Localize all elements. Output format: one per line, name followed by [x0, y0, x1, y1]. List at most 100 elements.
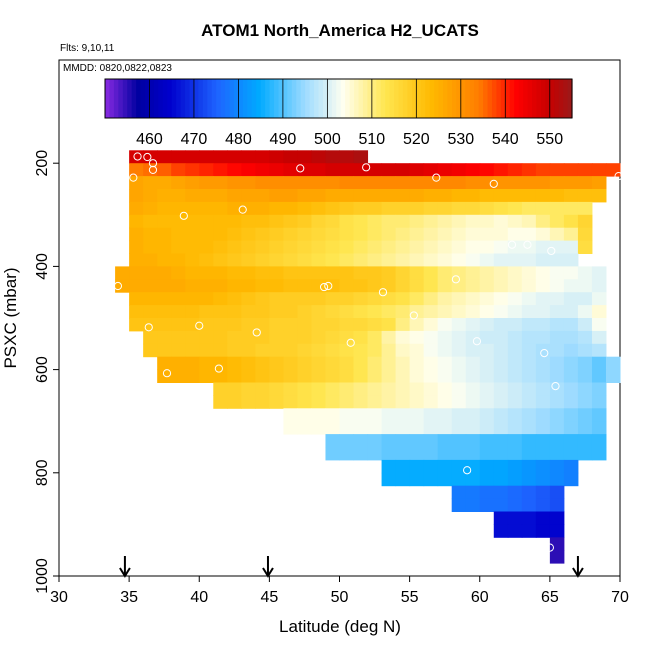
heatmap-cell [409, 253, 425, 267]
heatmap-cell [549, 266, 565, 280]
heatmap-cell [577, 343, 593, 358]
heatmap-cell [143, 201, 158, 216]
heatmap-cell [269, 189, 284, 203]
sample-points [113, 152, 623, 552]
heatmap-cell [143, 150, 158, 164]
heatmap-cell [395, 447, 411, 461]
heatmap-cell [451, 421, 467, 435]
heatmap-cell [493, 240, 509, 254]
heatmap-cell [199, 201, 214, 216]
heatmap-cell [507, 434, 523, 448]
heatmap-cell [269, 369, 284, 383]
heatmap-cell [451, 330, 467, 345]
heatmap-cell [255, 189, 270, 203]
heatmap-cell [465, 176, 481, 190]
heatmap-cell [353, 305, 369, 319]
colorbar-segment [523, 79, 529, 118]
heatmap-cell [297, 240, 312, 254]
heatmap-cell [437, 253, 453, 267]
heatmap-cell [409, 279, 425, 293]
heatmap-cell [339, 214, 355, 229]
heatmap-cell [465, 343, 481, 358]
heatmap-cell [381, 266, 397, 280]
heatmap-cell [507, 305, 523, 319]
heatmap-cell [591, 318, 607, 332]
heatmap-cell [241, 292, 256, 306]
heatmap-cell [395, 459, 411, 474]
heatmap-cell [535, 434, 551, 448]
heatmap-cell [395, 189, 411, 203]
sample-point [162, 369, 172, 378]
colorbar-segment [278, 79, 284, 118]
heatmap-cell [185, 214, 200, 229]
heatmap-cell [381, 214, 397, 229]
heatmap-cell [213, 292, 228, 306]
heatmap-cell [367, 395, 383, 409]
heatmap-cell [563, 459, 579, 474]
heatmap-cell [171, 330, 186, 345]
heatmap-cell [577, 382, 593, 396]
heatmap-cell [381, 434, 397, 448]
heatmap-cell [311, 189, 326, 203]
heatmap-cell [479, 330, 495, 345]
heatmap-cell [157, 163, 172, 177]
heatmap-cell [465, 459, 481, 474]
heatmap-cell [297, 330, 312, 345]
heatmap-cell [353, 189, 369, 203]
heatmap-cell [157, 305, 172, 319]
x-tick-label: 50 [331, 589, 349, 606]
heatmap-cell [367, 201, 383, 216]
heatmap-cell [577, 447, 593, 461]
heatmap-cell [549, 356, 565, 371]
heatmap-cell [325, 356, 340, 371]
colorbar-segment [265, 79, 271, 118]
heatmap-cell [241, 227, 256, 242]
colorbar-segment [145, 79, 151, 118]
heatmap-cell [381, 369, 397, 383]
heatmap-cell [549, 330, 565, 345]
colorbar-segment [514, 79, 520, 118]
heatmap-cell [493, 253, 509, 267]
colorbar-segment [345, 79, 351, 118]
heatmap-cell [395, 176, 411, 190]
heatmap-cell [129, 305, 144, 319]
colorbar-segment [140, 79, 146, 118]
heatmap-cell [255, 266, 270, 280]
heatmap-cell [157, 253, 172, 267]
heatmap-cell [409, 318, 425, 332]
heatmap-cell [521, 318, 537, 332]
heatmap-cell [171, 356, 186, 371]
heatmap-cell [213, 253, 228, 267]
heatmap-cell [325, 305, 340, 319]
colorbar-segment [505, 79, 511, 118]
heatmap-cell [493, 292, 509, 306]
heatmap-cell [423, 201, 439, 216]
heatmap-cell [451, 408, 467, 422]
heatmap-cell [465, 382, 481, 396]
heatmap-cell [465, 421, 481, 435]
heatmap-cell [325, 395, 340, 409]
heatmap-cell [325, 434, 340, 448]
heatmap-cell [311, 163, 326, 177]
heatmap-cell [437, 421, 453, 435]
heatmap-cell [339, 343, 355, 358]
heatmap-cell [437, 343, 453, 358]
heatmap-cell [227, 279, 242, 293]
heatmap-cell [171, 292, 186, 306]
heatmap-cell [521, 459, 537, 474]
colorbar-segment [531, 79, 538, 118]
heatmap-cell [395, 318, 411, 332]
heatmap-cell [423, 330, 439, 345]
heatmap-cell [367, 447, 383, 461]
heatmap-cell [493, 201, 509, 216]
y-tick-label: 600 [34, 356, 51, 383]
heatmap-cell [129, 189, 144, 203]
heatmap-cell [437, 434, 453, 448]
heatmap-cell [479, 189, 495, 203]
heatmap-cell [227, 382, 242, 396]
heatmap-cell [423, 266, 439, 280]
heatmap-cell [549, 369, 565, 383]
heatmap-cell [493, 524, 509, 538]
heatmap-cell [367, 279, 383, 293]
heatmap-cell [395, 330, 411, 345]
